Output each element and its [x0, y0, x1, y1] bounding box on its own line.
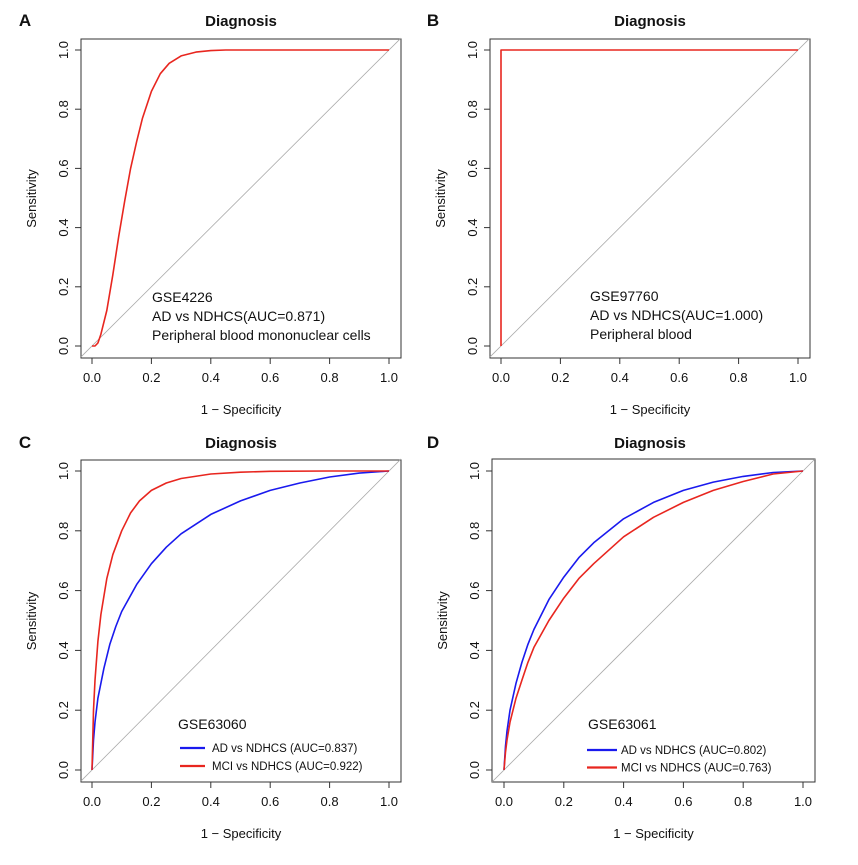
reference-diagonal: [491, 458, 816, 783]
reference-diagonal: [80, 37, 402, 358]
plot-frame: [489, 38, 811, 359]
x-tick-label: 0.4: [615, 794, 633, 809]
y-tick-label: 0.4: [56, 641, 71, 659]
annotation-text: AD vs NDHCS(AUC=1.000): [590, 307, 763, 323]
x-tick-label: 0.0: [495, 794, 513, 809]
roc-curve-mci: [91, 470, 389, 771]
x-tick-label: 0.4: [202, 370, 220, 385]
x-tick-label: 0.2: [551, 370, 569, 385]
y-tick-label: 0.4: [56, 219, 71, 237]
y-tick-label: 0.6: [465, 159, 480, 177]
y-tick-label: 0.0: [465, 337, 480, 355]
panel-title: Diagnosis: [614, 13, 686, 30]
y-axis-label: Sensitivity: [24, 169, 39, 228]
roc-curve-ad: [503, 470, 804, 771]
legend-label: MCI vs NDHCS (AUC=0.922): [212, 761, 363, 773]
y-tick-label: 1.0: [56, 41, 71, 59]
y-tick-label: 0.2: [467, 701, 482, 719]
plot-frame: [491, 458, 816, 783]
roc-curve-series: [92, 49, 389, 347]
y-tick-label: 0.2: [56, 701, 71, 719]
y-tick-label: 0.8: [56, 522, 71, 540]
y-tick-label: 0.8: [56, 100, 71, 118]
y-tick-label: 0.6: [467, 582, 482, 600]
panel-letter: A: [19, 11, 31, 30]
panel-title: Diagnosis: [205, 435, 277, 452]
x-tick-label: 0.8: [734, 794, 752, 809]
y-tick-label: 0.0: [56, 761, 71, 779]
plot-frame: [80, 459, 402, 783]
x-tick-label: 0.2: [142, 370, 160, 385]
x-axis-label: 1 − Specificity: [201, 826, 282, 841]
x-tick-label: 0.4: [611, 370, 629, 385]
y-tick-label: 0.2: [465, 278, 480, 296]
plot-frame: [80, 38, 402, 359]
annotation-text: GSE97760: [590, 288, 659, 304]
annotation-text: GSE63061: [588, 716, 657, 732]
panel-title: Diagnosis: [614, 435, 686, 452]
y-tick-label: 0.6: [56, 582, 71, 600]
y-axis-label: Sensitivity: [435, 591, 450, 650]
annotation-text: GSE4226: [152, 289, 213, 305]
y-tick-label: 1.0: [56, 462, 71, 480]
x-tick-label: 0.8: [730, 370, 748, 385]
reference-diagonal: [80, 458, 402, 782]
panel-title: Diagnosis: [205, 13, 277, 30]
y-axis-label: Sensitivity: [433, 169, 448, 228]
roc-curve-ad: [91, 470, 390, 771]
roc-curve-series: [500, 49, 798, 346]
panel-letter: B: [427, 11, 439, 30]
y-tick-label: 0.8: [467, 522, 482, 540]
y-axis-label: Sensitivity: [24, 591, 39, 650]
y-tick-label: 0.2: [56, 278, 71, 296]
y-tick-label: 1.0: [465, 41, 480, 59]
x-tick-label: 1.0: [380, 370, 398, 385]
annotation-text: Peripheral blood: [590, 326, 692, 342]
legend-label: AD vs NDHCS (AUC=0.802): [621, 745, 767, 757]
roc-curve-mci: [503, 470, 804, 771]
annotation-text: AD vs NDHCS(AUC=0.871): [152, 308, 325, 324]
x-axis-label: 1 − Specificity: [201, 402, 282, 417]
y-tick-label: 0.6: [56, 159, 71, 177]
y-tick-label: 1.0: [467, 462, 482, 480]
x-tick-label: 0.6: [261, 370, 279, 385]
x-tick-label: 0.6: [670, 370, 688, 385]
y-tick-label: 0.0: [56, 337, 71, 355]
y-tick-label: 0.0: [467, 761, 482, 779]
x-axis-label: 1 − Specificity: [610, 402, 691, 417]
x-tick-label: 0.2: [555, 794, 573, 809]
x-tick-label: 0.8: [321, 370, 339, 385]
panel-letter: C: [19, 433, 31, 452]
x-tick-label: 0.0: [83, 794, 101, 809]
x-tick-label: 0.6: [261, 794, 279, 809]
y-tick-label: 0.4: [467, 641, 482, 659]
legend-label: AD vs NDHCS (AUC=0.837): [212, 743, 358, 755]
x-tick-label: 0.0: [492, 370, 510, 385]
annotation-text: GSE63060: [178, 716, 247, 732]
x-tick-label: 0.8: [321, 794, 339, 809]
panel-letter: D: [427, 433, 439, 452]
x-tick-label: 0.2: [142, 794, 160, 809]
x-tick-label: 0.4: [202, 794, 220, 809]
x-tick-label: 0.6: [674, 794, 692, 809]
x-tick-label: 1.0: [380, 794, 398, 809]
reference-diagonal: [489, 37, 811, 358]
x-tick-label: 1.0: [794, 794, 812, 809]
legend-label: MCI vs NDHCS (AUC=0.763): [621, 763, 772, 775]
y-tick-label: 0.8: [465, 100, 480, 118]
x-tick-label: 1.0: [789, 370, 807, 385]
x-tick-label: 0.0: [83, 370, 101, 385]
annotation-text: Peripheral blood mononuclear cells: [152, 327, 371, 343]
y-tick-label: 0.4: [465, 219, 480, 237]
x-axis-label: 1 − Specificity: [613, 826, 694, 841]
